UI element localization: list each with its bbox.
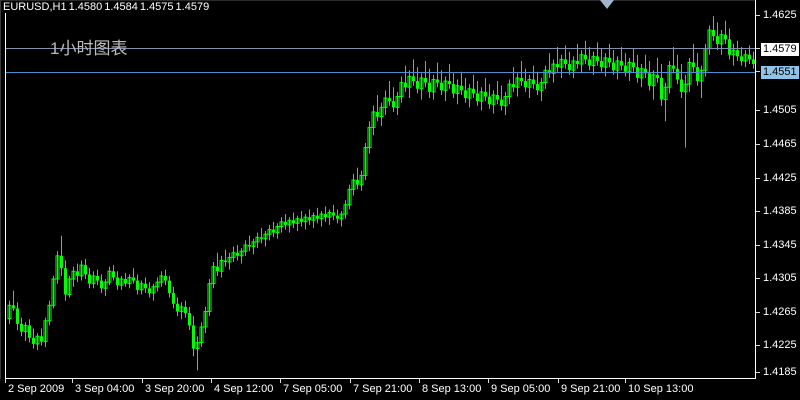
time-axis-label: 8 Sep 13:00 [422, 383, 482, 395]
price-axis-label: 1.4465 [763, 138, 797, 150]
price-axis-tick [756, 110, 760, 111]
time-axis-label: 10 Sep 13:00 [628, 383, 694, 395]
price-axis-tick [756, 278, 760, 279]
time-axis-label: 2 Sep 2009 [8, 383, 65, 395]
time-axis[interactable]: 2 Sep 2009 3 Sep 04:00 3 Sep 20:00 4 Sep 12… [0, 379, 800, 400]
time-axis-tick [419, 379, 420, 383]
price-axis[interactable]: 1.4625 1.4579 1.4551 1.4505 1.4465 1.4425 1.43… [756, 0, 800, 379]
time-axis-tick [142, 379, 143, 383]
price-axis-label: 1.4265 [763, 306, 797, 318]
time-axis-label: 3 Sep 04:00 [75, 383, 135, 395]
time-axis-tick [625, 379, 626, 383]
window-frame-top [0, 0, 800, 1]
time-axis-tick [211, 379, 212, 383]
time-axis-tick [350, 379, 351, 383]
window-frame-left [0, 0, 1, 400]
time-axis-label: 3 Sep 20:00 [145, 383, 205, 395]
price-axis-tick [756, 178, 760, 179]
time-axis-tick [5, 379, 6, 383]
plot-left-border [5, 13, 6, 378]
price-axis-label: 1.4505 [763, 104, 797, 116]
quote-open: 1.4580 [68, 1, 103, 13]
quote-low: 1.4575 [139, 1, 174, 13]
time-axis-tick [488, 379, 489, 383]
chart-plot-area[interactable] [6, 13, 755, 378]
time-axis-label: 7 Sep 21:00 [353, 383, 413, 395]
time-axis-tick [558, 379, 559, 383]
current-price-label[interactable]: 1.4579 [761, 43, 799, 56]
time-axis-tick [72, 379, 73, 383]
price-axis-label: 1.4345 [763, 239, 797, 251]
price-axis-tick [756, 71, 760, 72]
price-axis-tick [756, 15, 760, 16]
chart-title-bar: EURUSD,H1 1.4580 1.4584 1.4575 1.4579 [3, 1, 209, 13]
price-axis-label: 1.4185 [763, 366, 797, 378]
price-axis-tick [756, 48, 760, 49]
time-axis-label: 4 Sep 12:00 [214, 383, 274, 395]
selected-price-label[interactable]: 1.4551 [761, 66, 799, 79]
price-axis-tick [756, 211, 760, 212]
price-axis-tick [756, 372, 760, 373]
price-axis-label: 1.4425 [763, 172, 797, 184]
price-axis-label: 1.4225 [763, 339, 797, 351]
chart-annotation-label: 1小时图表 [50, 39, 128, 58]
price-axis-tick [756, 345, 760, 346]
candlestick-series [7, 16, 755, 371]
price-axis-label: 1.4385 [763, 205, 797, 217]
price-axis-label: 1.4625 [763, 9, 797, 21]
quote-close: 1.4579 [175, 1, 210, 13]
support-line[interactable] [6, 72, 755, 73]
time-axis-label: 9 Sep 05:00 [491, 383, 551, 395]
symbol-period-label: EURUSD,H1 [3, 1, 67, 13]
quote-high: 1.4584 [104, 1, 138, 13]
price-axis-tick [756, 312, 760, 313]
resistance-line[interactable] [6, 48, 755, 49]
time-axis-tick [280, 379, 281, 383]
price-axis-tick [756, 144, 760, 145]
price-axis-label: 1.4305 [763, 272, 797, 284]
plot-right-border [755, 0, 756, 379]
price-axis-tick [756, 245, 760, 246]
time-axis-label: 9 Sep 21:00 [561, 383, 621, 395]
time-axis-label: 7 Sep 05:00 [283, 383, 343, 395]
plot-bottom-border [5, 378, 756, 379]
down-arrow-icon [600, 0, 614, 9]
